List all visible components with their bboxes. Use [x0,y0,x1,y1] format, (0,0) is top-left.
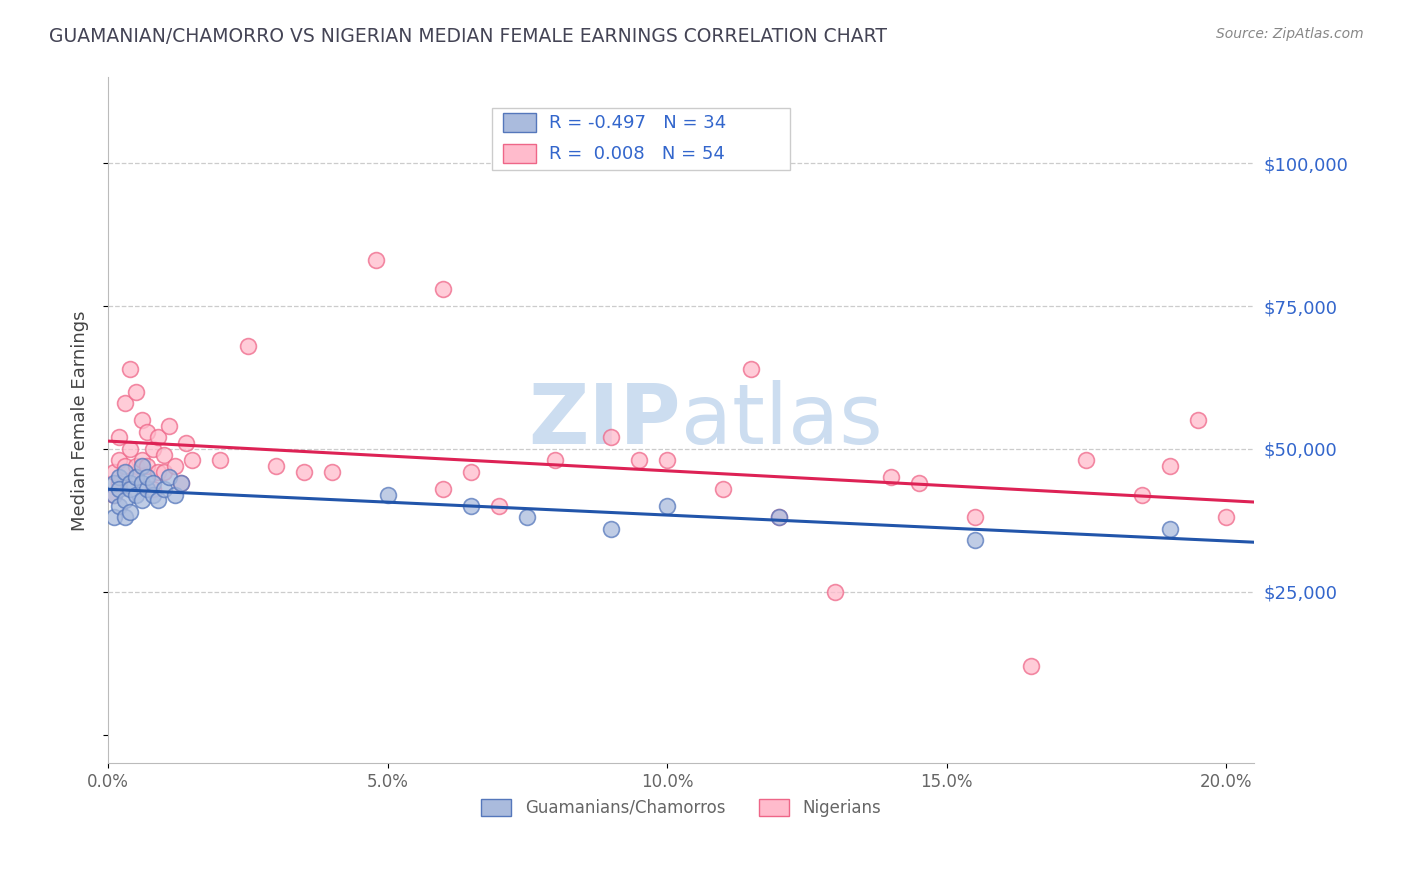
Point [148,493,170,508]
Point [321,465,343,479]
Point [460,465,482,479]
Point [131,458,153,473]
Point [120,476,142,491]
Point [488,499,510,513]
Point [114,510,136,524]
Point [108,430,131,444]
Point [460,499,482,513]
Point [292,465,315,479]
Point [114,396,136,410]
Y-axis label: Median Female Earnings: Median Female Earnings [72,310,89,531]
Point [125,470,148,484]
Point [165,458,187,473]
Point [165,487,187,501]
Point [108,499,131,513]
Point [114,458,136,473]
Point [1019,659,1042,673]
Point [120,362,142,376]
Point [768,510,790,524]
Point [142,476,165,491]
Point [153,465,176,479]
Point [103,487,125,501]
Point [103,465,125,479]
Point [131,453,153,467]
Point [131,413,153,427]
Point [432,282,454,296]
Point [1159,458,1181,473]
Text: atlas: atlas [681,380,883,461]
Text: ZIP: ZIP [529,380,681,461]
Point [170,476,193,491]
Point [628,453,651,467]
Point [1215,510,1237,524]
Point [768,510,790,524]
Point [125,458,148,473]
Point [114,465,136,479]
Point [170,476,193,491]
Point [131,476,153,491]
Text: GUAMANIAN/CHAMORRO VS NIGERIAN MEDIAN FEMALE EARNINGS CORRELATION CHART: GUAMANIAN/CHAMORRO VS NIGERIAN MEDIAN FE… [49,27,887,45]
Point [142,482,165,496]
Point [120,505,142,519]
Point [377,487,399,501]
Point [136,470,159,484]
Point [103,510,125,524]
Point [236,339,259,353]
Point [108,476,131,491]
Point [1159,522,1181,536]
Point [963,533,986,548]
Point [142,487,165,501]
Point [740,362,762,376]
Point [880,470,903,484]
Point [103,487,125,501]
Point [142,442,165,456]
Point [125,470,148,484]
Point [264,458,287,473]
Point [159,470,181,484]
Point [153,448,176,462]
Point [174,436,197,450]
Point [114,493,136,508]
FancyBboxPatch shape [503,144,536,163]
Point [131,493,153,508]
Point [432,482,454,496]
Point [136,458,159,473]
Point [711,482,734,496]
Text: Source: ZipAtlas.com: Source: ZipAtlas.com [1216,27,1364,41]
Legend: Guamanians/Chamorros, Nigerians: Guamanians/Chamorros, Nigerians [475,792,887,823]
Point [153,482,176,496]
Point [136,482,159,496]
Point [125,384,148,399]
Point [655,499,678,513]
Point [120,442,142,456]
Point [180,453,202,467]
Point [600,522,623,536]
Point [1132,487,1154,501]
FancyBboxPatch shape [503,113,536,132]
Point [366,253,388,268]
Point [907,476,929,491]
FancyBboxPatch shape [492,108,790,170]
Point [159,419,181,434]
Point [120,482,142,496]
Point [125,487,148,501]
Point [544,453,567,467]
Point [103,476,125,491]
Point [208,453,231,467]
Point [963,510,986,524]
Point [148,465,170,479]
Point [655,453,678,467]
Point [1076,453,1098,467]
Point [516,510,538,524]
Text: R =  0.008   N = 54: R = 0.008 N = 54 [550,145,725,162]
Point [108,482,131,496]
Point [108,453,131,467]
Point [600,430,623,444]
Point [148,430,170,444]
Point [824,584,846,599]
Text: R = -0.497   N = 34: R = -0.497 N = 34 [550,113,727,132]
Point [1187,413,1209,427]
Point [108,470,131,484]
Point [136,425,159,439]
